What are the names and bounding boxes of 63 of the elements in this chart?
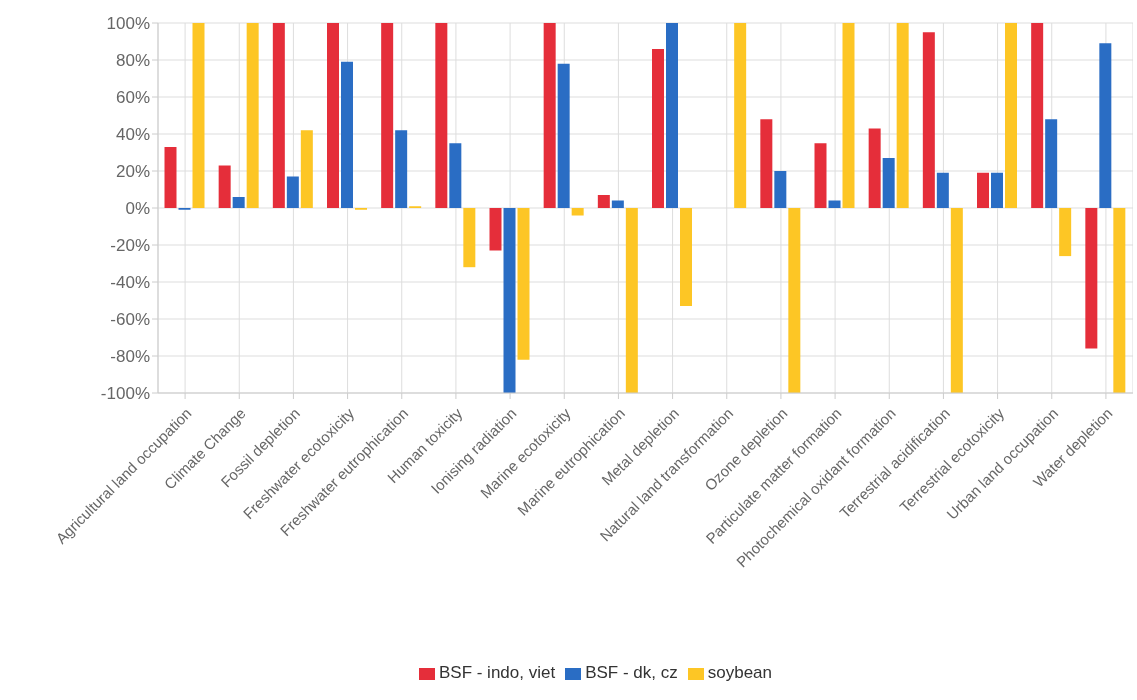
bar bbox=[489, 208, 502, 251]
bar bbox=[463, 208, 476, 268]
bar bbox=[896, 23, 909, 208]
bar bbox=[246, 23, 259, 208]
y-tick-label: 80% bbox=[115, 51, 150, 71]
bar bbox=[341, 61, 353, 208]
bar bbox=[164, 146, 177, 208]
bar bbox=[381, 23, 394, 208]
y-tick-label: 40% bbox=[115, 125, 150, 145]
y-tick-label: 0% bbox=[125, 199, 150, 219]
y-tick-label: 60% bbox=[115, 88, 150, 108]
bar bbox=[774, 171, 787, 208]
bar bbox=[842, 23, 855, 208]
bar bbox=[666, 23, 678, 208]
bar bbox=[652, 48, 664, 208]
bar bbox=[882, 158, 895, 208]
bar bbox=[991, 172, 1003, 208]
bar bbox=[517, 208, 530, 360]
y-tick-label: -80% bbox=[110, 347, 150, 367]
bar bbox=[218, 165, 231, 208]
bar bbox=[449, 143, 462, 208]
bar bbox=[1005, 23, 1017, 208]
legend-label: BSF - indo, viet bbox=[438, 663, 556, 682]
bar bbox=[395, 130, 408, 208]
bar bbox=[760, 119, 773, 208]
bar bbox=[543, 23, 556, 208]
bar bbox=[232, 196, 245, 208]
bar bbox=[1113, 208, 1126, 393]
legend-label: BSF - dk, cz bbox=[585, 663, 678, 682]
bar bbox=[828, 200, 841, 208]
bar bbox=[1045, 119, 1058, 208]
bar bbox=[625, 208, 638, 393]
bar bbox=[1059, 208, 1072, 257]
bar bbox=[192, 23, 205, 208]
legend-label: soybean bbox=[707, 663, 773, 682]
bar bbox=[936, 172, 949, 208]
y-tick-label: -40% bbox=[110, 273, 150, 293]
bar bbox=[814, 143, 827, 208]
bar bbox=[1031, 23, 1044, 208]
bar bbox=[557, 63, 570, 208]
bar bbox=[503, 208, 516, 393]
bar bbox=[327, 23, 339, 208]
bar bbox=[922, 32, 935, 208]
y-tick-label: 20% bbox=[115, 162, 150, 182]
bar bbox=[300, 130, 313, 208]
bar bbox=[734, 23, 747, 208]
y-tick-label: -60% bbox=[110, 310, 150, 330]
bar bbox=[868, 128, 881, 208]
y-tick-label: -100% bbox=[100, 384, 150, 404]
bar bbox=[571, 208, 584, 216]
bar bbox=[950, 208, 963, 393]
bar bbox=[286, 176, 299, 208]
bar bbox=[1085, 208, 1098, 349]
bar bbox=[597, 195, 610, 208]
bar bbox=[1099, 43, 1112, 208]
y-tick-label: -20% bbox=[110, 236, 150, 256]
bar bbox=[977, 172, 989, 208]
y-tick-label: 100% bbox=[106, 14, 150, 34]
bar bbox=[272, 23, 285, 208]
bar bbox=[611, 200, 624, 208]
bar bbox=[680, 208, 692, 307]
bar bbox=[435, 23, 448, 208]
bar bbox=[788, 208, 801, 393]
